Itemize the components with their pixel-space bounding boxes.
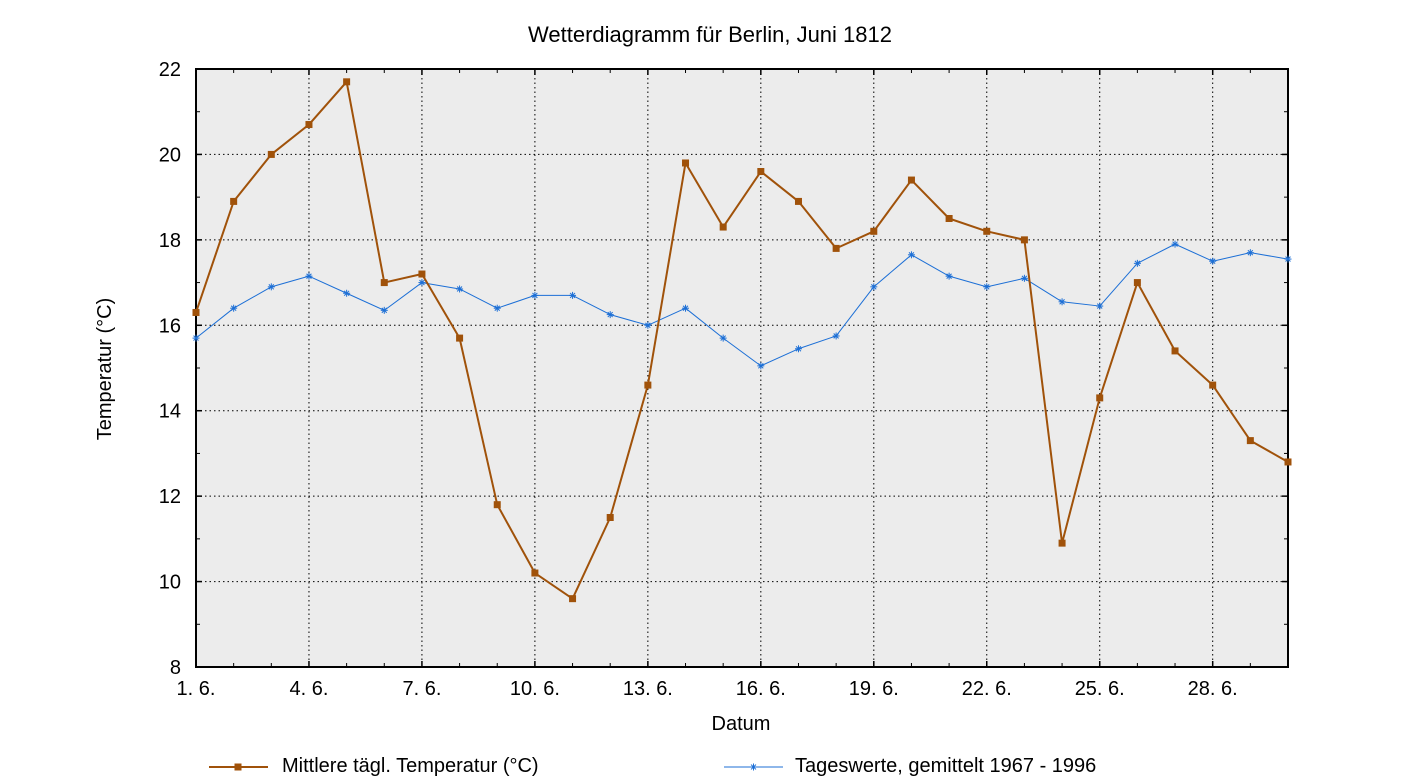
data-point-mean-temperature <box>380 279 388 287</box>
data-point-reference-average <box>343 289 351 297</box>
data-point-mean-temperature <box>1133 279 1141 287</box>
data-point-reference-average <box>719 334 727 342</box>
x-tick-label: 4. 6. <box>290 678 329 700</box>
legend-label-mean-temperature: Mittlere tägl. Temperatur (°C) <box>282 755 539 777</box>
data-point-mean-temperature <box>1246 437 1254 445</box>
x-tick-label: 25. 6. <box>1075 678 1125 700</box>
data-point-reference-average <box>569 291 577 299</box>
data-point-reference-average <box>1284 255 1292 263</box>
data-point-mean-temperature <box>343 78 351 86</box>
series-reference-average <box>192 240 1292 370</box>
data-point-mean-temperature <box>1096 394 1104 402</box>
data-point-mean-temperature <box>493 501 501 509</box>
series-mean-temperature <box>192 78 1292 603</box>
x-tick-label: 7. 6. <box>402 678 441 700</box>
data-point-mean-temperature <box>1284 458 1292 466</box>
data-point-reference-average <box>682 304 690 312</box>
data-point-reference-average <box>832 332 840 340</box>
data-point-reference-average <box>1133 259 1141 267</box>
data-point-mean-temperature <box>1209 381 1217 389</box>
legend-marker-mean-temperature <box>234 763 242 771</box>
x-tick-labels: 1. 6. 4. 6. 7. 6. 10. 6. 13. 6. 16. 6. 19. 6. 2… <box>177 678 1238 700</box>
data-point-mean-temperature <box>192 308 200 316</box>
data-point-mean-temperature <box>983 227 991 235</box>
plot-frame <box>195 68 1289 668</box>
data-point-reference-average <box>305 272 313 280</box>
data-point-reference-average <box>456 285 464 293</box>
y-tick-labels: 8 10 12 14 16 18 20 22 <box>159 59 181 679</box>
data-point-mean-temperature <box>1058 539 1066 547</box>
y-tick-label: 10 <box>159 572 181 594</box>
data-point-mean-temperature <box>305 121 313 129</box>
series-line-reference-average <box>195 243 1289 367</box>
data-point-reference-average <box>870 283 878 291</box>
data-point-mean-temperature <box>267 150 275 158</box>
data-point-mean-temperature <box>719 223 727 231</box>
x-axis-label: Datum <box>712 713 771 735</box>
x-tick-label: 19. 6. <box>849 678 899 700</box>
legend-label-reference-average: Tageswerte, gemittelt 1967 - 1996 <box>795 755 1096 777</box>
data-point-reference-average <box>945 272 953 280</box>
y-tick-label: 20 <box>159 144 181 166</box>
data-point-reference-average <box>1096 302 1104 310</box>
legend-entry-mean-temperature: Mittlere tägl. Temperatur (°C) <box>209 755 539 777</box>
data-point-reference-average <box>757 362 765 370</box>
series-line-mean-temperature <box>195 80 1289 600</box>
data-point-mean-temperature <box>832 244 840 252</box>
data-point-mean-temperature <box>682 159 690 167</box>
data-point-mean-temperature <box>569 595 577 603</box>
data-point-reference-average <box>1246 249 1254 257</box>
data-point-mean-temperature <box>644 381 652 389</box>
data-point-reference-average <box>380 306 388 314</box>
data-point-reference-average <box>418 279 426 287</box>
data-point-mean-temperature <box>230 197 238 205</box>
data-point-reference-average <box>644 321 652 329</box>
data-point-reference-average <box>907 251 915 259</box>
y-tick-label: 22 <box>159 59 181 81</box>
data-point-reference-average <box>192 334 200 342</box>
x-tick-label: 28. 6. <box>1188 678 1238 700</box>
data-point-reference-average <box>794 345 802 353</box>
data-point-reference-average <box>1020 274 1028 282</box>
y-tick-label: 16 <box>159 315 181 337</box>
series-layer <box>192 78 1292 603</box>
data-point-mean-temperature <box>606 514 614 521</box>
x-tick-label: 10. 6. <box>510 678 560 700</box>
plot-background <box>196 69 1288 667</box>
data-point-mean-temperature <box>794 197 802 205</box>
data-point-mean-temperature <box>418 270 426 278</box>
data-point-reference-average <box>493 304 501 312</box>
data-point-reference-average <box>531 291 539 299</box>
data-point-mean-temperature <box>870 227 878 235</box>
data-point-reference-average <box>230 304 238 312</box>
y-tick-label: 18 <box>159 230 181 252</box>
y-axis-label: Temperatur (°C) <box>94 298 116 440</box>
data-point-reference-average <box>606 311 614 319</box>
y-tick-label: 8 <box>170 657 181 679</box>
data-point-reference-average <box>1058 298 1066 306</box>
data-point-reference-average <box>1171 240 1179 248</box>
legend-marker-reference-average <box>750 763 757 771</box>
data-point-reference-average <box>983 283 991 291</box>
data-point-mean-temperature <box>907 176 915 184</box>
x-tick-label: 16. 6. <box>736 678 786 700</box>
data-point-mean-temperature <box>531 569 539 577</box>
legend-star-glyph <box>750 763 757 771</box>
x-tick-label: 1. 6. <box>177 678 216 700</box>
data-point-mean-temperature <box>1171 347 1179 355</box>
chart-title: Wetterdiagramm für Berlin, Juni 1812 <box>528 22 892 47</box>
data-point-mean-temperature <box>945 215 953 222</box>
data-point-mean-temperature <box>757 168 765 176</box>
data-point-mean-temperature <box>456 334 464 342</box>
data-point-reference-average <box>267 283 275 291</box>
legend-entry-reference-average: Tageswerte, gemittelt 1967 - 1996 <box>724 755 1096 777</box>
y-tick-label: 14 <box>159 401 181 423</box>
data-point-reference-average <box>1209 257 1217 265</box>
data-point-mean-temperature <box>1020 236 1028 244</box>
x-tick-label: 13. 6. <box>623 678 673 700</box>
x-tick-label: 22. 6. <box>962 678 1012 700</box>
legend: Mittlere tägl. Temperatur (°C) Tageswert… <box>209 755 1096 777</box>
y-tick-label: 12 <box>159 486 181 508</box>
